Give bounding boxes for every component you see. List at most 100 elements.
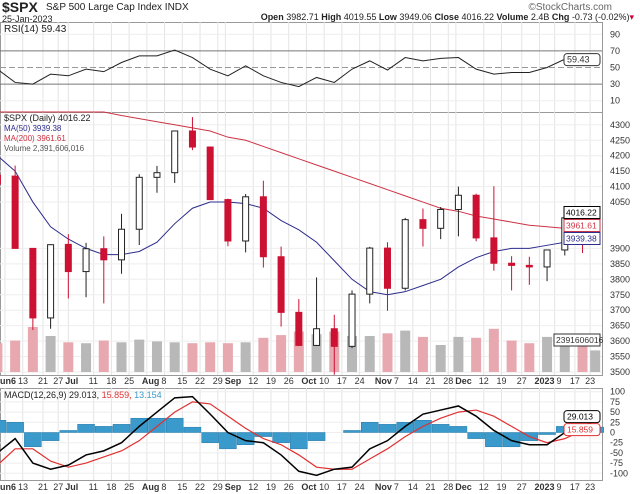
macd-hist-bar — [77, 424, 95, 433]
macd-hist-bar — [485, 432, 503, 448]
x-tick-label: Aug — [142, 482, 160, 492]
candle-body — [64, 243, 72, 273]
x-tick-label: 18 — [106, 376, 116, 386]
high-value: 4019.55 — [343, 12, 377, 22]
signal-last-badge-text: 15.859 — [567, 425, 593, 435]
macd-hist-bar — [378, 424, 397, 433]
x-tick-label: 10 — [319, 376, 329, 386]
x-tick-label: 14 — [408, 482, 418, 492]
x-tick-label: Aug — [142, 376, 160, 386]
low-label: Low — [378, 12, 397, 22]
price-last-badge — [563, 205, 601, 219]
macd-hist-bar — [24, 432, 42, 448]
volume-bar — [293, 331, 304, 372]
ma50-last-badge-text: 3939.38 — [566, 233, 597, 243]
close-value: 4016.22 — [461, 12, 495, 22]
candle-body — [383, 247, 391, 289]
macd-tick-label: -100 — [610, 468, 628, 478]
x-tick-label: 12 — [479, 482, 489, 492]
macd-tick-label: 25 — [610, 417, 620, 427]
volume-bar — [27, 327, 38, 372]
volume-bar — [417, 336, 428, 372]
candle-body — [188, 130, 196, 148]
hist-legend-value: 13.154 — [134, 390, 162, 400]
volume-bar — [81, 343, 92, 372]
volume-bar — [453, 336, 464, 372]
x-tick-label: 12 — [479, 376, 489, 386]
volume-bar — [559, 335, 570, 372]
volume-bar — [400, 330, 411, 372]
candle-body — [100, 248, 108, 261]
high-label: High — [321, 12, 342, 22]
price-tick-label: 3800 — [610, 274, 630, 284]
volume-last-badge-text: 2391606016 — [556, 335, 604, 345]
x-tick-label: 17 — [570, 376, 580, 386]
x-tick-label: 9 — [556, 482, 561, 492]
candle-body — [259, 196, 267, 258]
x-tick-label: 28 — [443, 376, 453, 386]
candle-body — [206, 146, 214, 201]
source-logo[interactable]: ©StockCharts.com — [528, 2, 612, 13]
price-tick-label: 4100 — [610, 182, 630, 192]
x-tick-label: 10 — [319, 482, 329, 492]
candle-body — [29, 247, 37, 319]
macd-hist-bar — [165, 417, 184, 433]
macd-last-badge — [563, 410, 601, 424]
x-tick-label: 19 — [266, 482, 276, 492]
x-tick-label: 29 — [213, 376, 223, 386]
macd-hist-bar — [343, 430, 361, 433]
macd-hist-bar — [502, 432, 521, 448]
candle-body — [11, 175, 19, 249]
volume-bar — [169, 342, 180, 372]
ma200-line — [0, 111, 596, 230]
x-tick-label: Nov — [375, 376, 392, 386]
low-value: 3949.06 — [399, 12, 432, 22]
macd-line — [0, 395, 596, 477]
x-tick-label: 7 — [394, 482, 399, 492]
rsi-tick-label: 90 — [610, 29, 620, 39]
candle-body — [330, 328, 338, 347]
volume-bar — [0, 343, 3, 372]
volume-bar — [488, 328, 499, 372]
ma200-legend: MA(200) 3961.61 — [4, 134, 66, 143]
x-tick-label: Jul — [65, 376, 78, 386]
volume-last-badge — [553, 333, 601, 347]
chg-value: -0.73 (-0.02%) — [571, 12, 630, 22]
price-tick-label: 3550 — [610, 352, 630, 362]
x-tick-label: Dec — [455, 376, 472, 386]
chart-date: 25-Jan-2023 — [2, 14, 53, 24]
x-tick-label: 12 — [248, 482, 258, 492]
signal-last-badge — [563, 423, 601, 437]
volume-bar — [205, 342, 216, 372]
down-arrow-icon: ▾ — [629, 12, 634, 22]
x-tick-label: 24 — [355, 376, 365, 386]
x-tick-label: 11 — [89, 376, 98, 386]
x-tick-label: Dec — [455, 482, 472, 492]
ma200-last-badge — [563, 218, 601, 232]
candle-body — [277, 256, 285, 313]
rsi-last-value: 59.43 — [567, 55, 590, 65]
x-tick-label: 2023 — [534, 376, 554, 386]
close-label: Close — [434, 12, 459, 22]
volume-bar — [524, 343, 535, 372]
price-tick-label: 3700 — [610, 305, 630, 315]
x-tick-label: 17 — [337, 482, 347, 492]
candle-body — [437, 208, 445, 229]
x-tick-label: 19 — [266, 376, 276, 386]
x-tick-label: 21 — [38, 376, 48, 386]
rsi-last-badge — [563, 53, 601, 67]
candle-body — [401, 219, 409, 289]
x-tick-label: 25 — [124, 376, 134, 386]
x-tick-label: 27 — [517, 482, 527, 492]
volume-bar — [471, 337, 482, 372]
x-tick-label: 27 — [53, 376, 63, 386]
rsi-tick-label: 30 — [610, 79, 620, 89]
macd-hist-bar — [6, 422, 24, 433]
x-tick-label: 17 — [570, 482, 580, 492]
macd-hist-bar — [41, 432, 60, 441]
volume-bar — [45, 336, 56, 372]
macd-tick-label: 50 — [610, 407, 620, 417]
macd-hist-bar — [183, 426, 202, 433]
volume-bar — [435, 345, 446, 372]
price-legend: $SPX (Daily) 4016.22 — [4, 113, 91, 123]
